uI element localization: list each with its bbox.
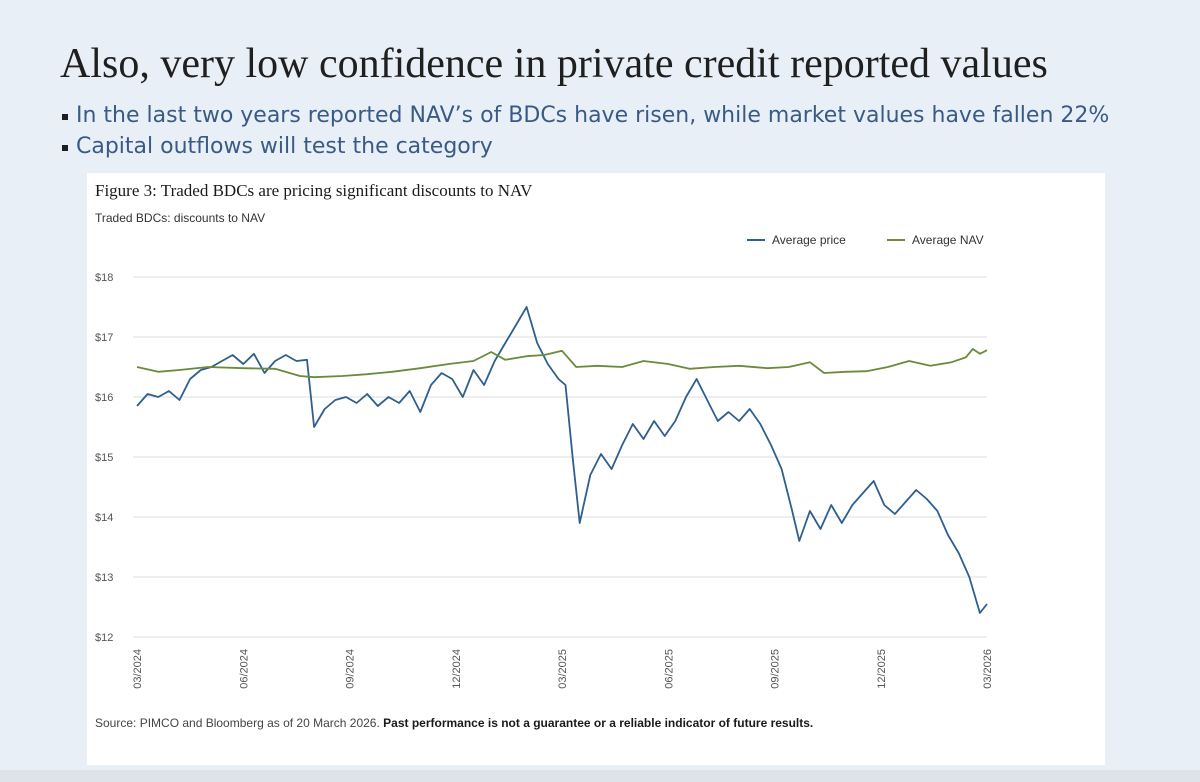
y-tick-label: $15	[95, 452, 113, 464]
source-text: Source: PIMCO and Bloomberg as of 20 Mar…	[95, 716, 380, 730]
bottom-strip	[0, 770, 1200, 782]
y-tick-label: $12	[95, 632, 113, 644]
chart-subtitle: Traded BDCs: discounts to NAV	[95, 211, 266, 225]
average-nav-line	[136, 348, 988, 379]
slide-title: Also, very low confidence in private cre…	[60, 41, 1048, 87]
y-tick-label: $18	[95, 272, 113, 284]
y-tick-label: $16	[95, 392, 113, 404]
x-tick-label: 12/2025	[876, 649, 888, 689]
source-note: Source: PIMCO and Bloomberg as of 20 Mar…	[95, 716, 813, 730]
y-tick-label: $13	[95, 572, 113, 584]
x-tick-label: 09/2025	[770, 649, 782, 689]
legend-label: Average NAV	[912, 233, 984, 247]
y-tick-label: $14	[95, 512, 113, 524]
average-price-line	[136, 306, 988, 614]
bullet-square-icon	[62, 144, 68, 151]
x-tick-label: 12/2024	[451, 649, 463, 689]
x-tick-label: 06/2025	[663, 649, 675, 689]
chart-card: Figure 3: Traded BDCs are pricing signif…	[87, 173, 1105, 765]
bullet-item: Capital outflows will test the category	[62, 131, 1109, 162]
legend-label: Average price	[772, 233, 846, 247]
x-tick-label: 03/2024	[132, 649, 144, 689]
y-tick-label: $17	[95, 332, 113, 344]
bullet-text: In the last two years reported NAV’s of …	[76, 103, 1110, 128]
bullet-square-icon	[62, 113, 68, 120]
bullet-list: In the last two years reported NAV’s of …	[62, 100, 1109, 162]
x-tick-label: 06/2024	[238, 649, 250, 689]
chart-title: Figure 3: Traded BDCs are pricing signif…	[95, 181, 533, 200]
bullet-text: Capital outflows will test the category	[76, 134, 493, 159]
x-tick-label: 03/2025	[557, 649, 569, 689]
x-tick-label: 03/2026	[982, 649, 994, 689]
disclaimer-text: Past performance is not a guarantee or a…	[383, 716, 814, 730]
bullet-item: In the last two years reported NAV’s of …	[62, 100, 1109, 131]
x-tick-label: 09/2024	[345, 649, 357, 689]
line-chart: $18 $17 $16 $15 $14 $13 $12 03/2024 06/2024 09/20…	[95, 233, 994, 689]
